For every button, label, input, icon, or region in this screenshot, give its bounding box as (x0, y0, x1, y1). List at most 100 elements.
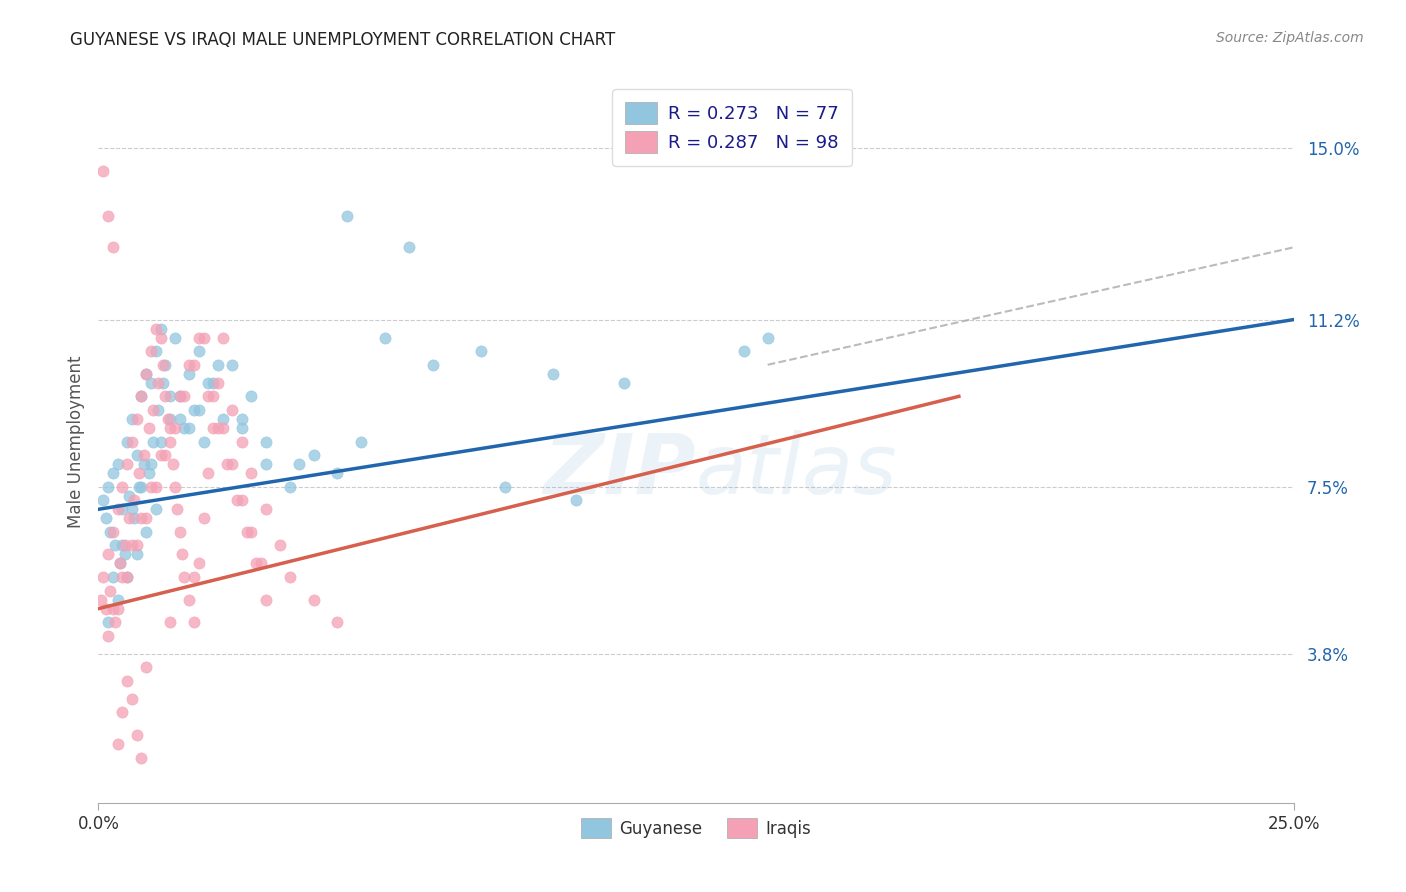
Point (278, 570, 301, 584)
Point (163, 331, 186, 345)
Point (179, 592, 201, 607)
Point (128, 466, 150, 480)
Point (240, 389, 263, 403)
Point (139, 480, 162, 494)
Point (114, 538, 136, 552)
Point (107, 737, 129, 751)
Point (135, 511, 157, 525)
Point (156, 412, 179, 426)
Point (336, 209, 359, 223)
Point (173, 389, 195, 403)
Point (302, 448, 325, 462)
Point (169, 524, 191, 539)
Point (114, 548, 136, 562)
Point (221, 403, 243, 417)
Point (101, 524, 124, 539)
Point (131, 389, 153, 403)
Point (131, 480, 153, 494)
Point (108, 557, 131, 571)
Point (107, 601, 129, 615)
Point (172, 548, 194, 562)
Point (111, 502, 134, 516)
Point (254, 434, 277, 449)
Point (125, 448, 148, 462)
Point (159, 412, 181, 426)
Point (121, 502, 143, 516)
Point (131, 511, 153, 525)
Point (613, 376, 636, 390)
Point (125, 412, 148, 426)
Point (231, 493, 253, 508)
Point (288, 457, 311, 471)
Point (155, 389, 177, 403)
Point (240, 524, 263, 539)
Point (90, 592, 112, 607)
Point (159, 615, 181, 630)
Point (135, 660, 157, 674)
Point (91, 570, 114, 584)
Point (107, 592, 129, 607)
Point (374, 331, 396, 345)
Point (97, 209, 120, 223)
Point (97, 629, 120, 643)
Point (124, 511, 146, 525)
Point (91, 163, 114, 178)
Point (179, 421, 201, 435)
Point (125, 728, 148, 742)
Point (155, 358, 177, 372)
Point (124, 493, 146, 508)
Point (231, 421, 253, 435)
Point (733, 344, 755, 359)
Point (169, 389, 191, 403)
Point (139, 457, 162, 471)
Point (115, 434, 138, 449)
Point (111, 570, 134, 584)
Text: Source: ZipAtlas.com: Source: ZipAtlas.com (1216, 31, 1364, 45)
Text: atlas: atlas (696, 430, 897, 511)
Point (135, 524, 157, 539)
Point (111, 538, 134, 552)
Point (98, 524, 122, 539)
Point (145, 321, 167, 335)
Point (226, 493, 249, 508)
Point (111, 480, 134, 494)
Point (183, 570, 205, 584)
Point (138, 421, 160, 435)
Point (101, 601, 124, 615)
Legend: Guyanese, Iraqis: Guyanese, Iraqis (574, 812, 818, 845)
Point (207, 421, 229, 435)
Point (149, 331, 172, 345)
Point (173, 570, 195, 584)
Point (121, 692, 143, 706)
Point (97, 480, 120, 494)
Point (101, 570, 124, 584)
Point (115, 570, 138, 584)
Point (121, 434, 143, 449)
Point (139, 376, 162, 390)
Point (145, 480, 167, 494)
Point (235, 524, 257, 539)
Point (193, 511, 215, 525)
Point (159, 389, 181, 403)
Point (326, 466, 349, 480)
Text: ZIP: ZIP (543, 430, 696, 511)
Point (250, 557, 273, 571)
Point (115, 570, 138, 584)
Point (142, 434, 165, 449)
Y-axis label: Male Unemployment: Male Unemployment (66, 355, 84, 528)
Point (142, 403, 165, 417)
Point (422, 358, 444, 372)
Point (207, 376, 229, 390)
Point (494, 480, 516, 494)
Point (97, 615, 120, 630)
Point (132, 448, 155, 462)
Point (163, 480, 186, 494)
Point (254, 502, 277, 516)
Point (187, 344, 209, 359)
Point (183, 615, 205, 630)
Point (187, 331, 209, 345)
Point (211, 331, 233, 345)
Point (254, 592, 277, 607)
Point (145, 344, 167, 359)
Point (231, 412, 253, 426)
